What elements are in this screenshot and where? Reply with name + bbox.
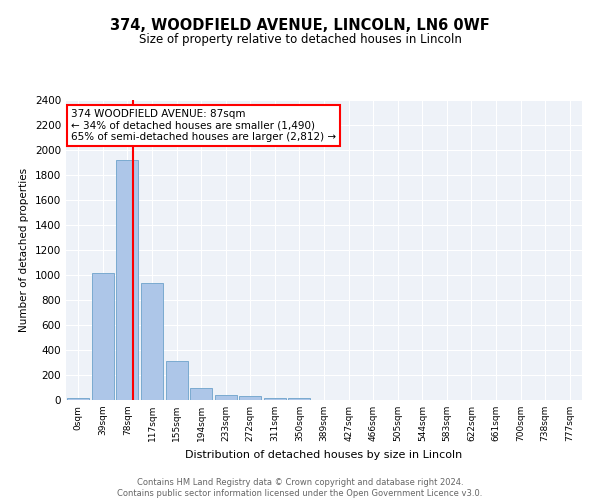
Bar [67, 398, 89, 400]
Text: 374 WOODFIELD AVENUE: 87sqm
← 34% of detached houses are smaller (1,490)
65% of : 374 WOODFIELD AVENUE: 87sqm ← 34% of det… [71, 109, 336, 142]
Text: 374, WOODFIELD AVENUE, LINCOLN, LN6 0WF: 374, WOODFIELD AVENUE, LINCOLN, LN6 0WF [110, 18, 490, 32]
Bar [190, 388, 212, 400]
Bar [92, 272, 114, 400]
Bar [215, 395, 237, 400]
Bar [116, 160, 139, 400]
Text: Contains HM Land Registry data © Crown copyright and database right 2024.
Contai: Contains HM Land Registry data © Crown c… [118, 478, 482, 498]
Text: Size of property relative to detached houses in Lincoln: Size of property relative to detached ho… [139, 32, 461, 46]
Bar [166, 361, 188, 400]
Y-axis label: Number of detached properties: Number of detached properties [19, 168, 29, 332]
Bar [141, 282, 163, 400]
Bar [289, 398, 310, 400]
Bar [264, 398, 286, 400]
X-axis label: Distribution of detached houses by size in Lincoln: Distribution of detached houses by size … [185, 450, 463, 460]
Bar [239, 396, 262, 400]
